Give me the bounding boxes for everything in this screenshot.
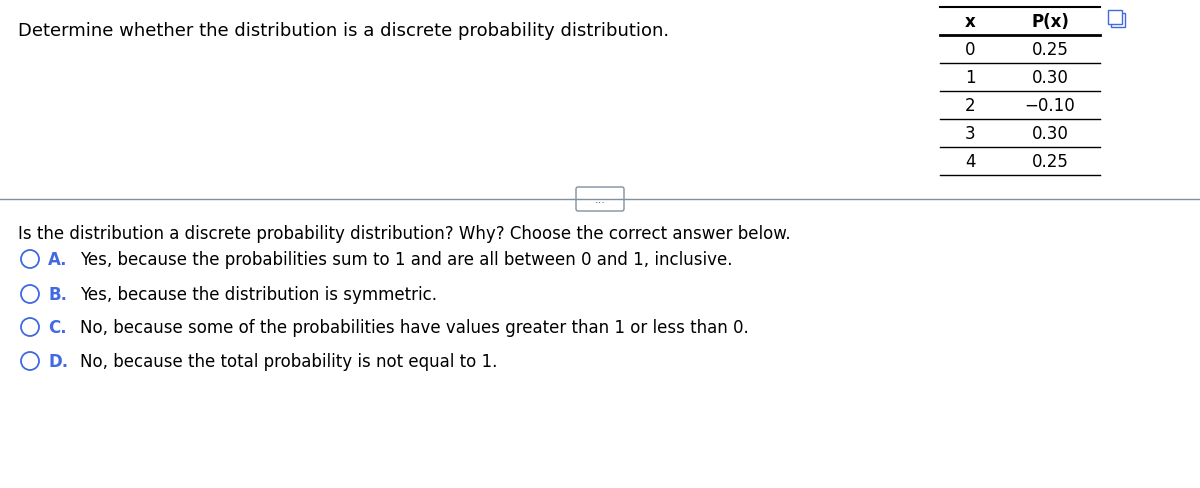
Text: ...: ...: [594, 195, 606, 204]
Text: 3: 3: [965, 125, 976, 142]
Text: 0.25: 0.25: [1032, 41, 1068, 59]
Text: 0: 0: [965, 41, 976, 59]
Text: Determine whether the distribution is a discrete probability distribution.: Determine whether the distribution is a …: [18, 22, 670, 40]
FancyBboxPatch shape: [1111, 14, 1126, 28]
Text: x: x: [965, 13, 976, 31]
Circle shape: [22, 318, 38, 336]
Text: Yes, because the distribution is symmetric.: Yes, because the distribution is symmetr…: [80, 285, 437, 304]
Text: 0.30: 0.30: [1032, 69, 1068, 87]
Text: 0.25: 0.25: [1032, 153, 1068, 171]
Text: 0.30: 0.30: [1032, 125, 1068, 142]
Circle shape: [22, 352, 38, 370]
Text: 2: 2: [965, 97, 976, 115]
Text: No, because the total probability is not equal to 1.: No, because the total probability is not…: [80, 352, 497, 370]
Text: 1: 1: [965, 69, 976, 87]
Circle shape: [22, 285, 38, 304]
FancyBboxPatch shape: [1108, 11, 1122, 25]
Text: D.: D.: [48, 352, 68, 370]
Text: A.: A.: [48, 250, 67, 268]
Text: −0.10: −0.10: [1025, 97, 1075, 115]
Text: Is the distribution a discrete probability distribution? Why? Choose the correct: Is the distribution a discrete probabili…: [18, 224, 791, 243]
Text: 4: 4: [965, 153, 976, 171]
Text: No, because some of the probabilities have values greater than 1 or less than 0.: No, because some of the probabilities ha…: [80, 318, 749, 336]
Text: C.: C.: [48, 318, 67, 336]
Text: Yes, because the probabilities sum to 1 and are all between 0 and 1, inclusive.: Yes, because the probabilities sum to 1 …: [80, 250, 732, 268]
Text: B.: B.: [48, 285, 67, 304]
FancyBboxPatch shape: [576, 187, 624, 212]
Circle shape: [22, 250, 38, 268]
Text: P(x): P(x): [1031, 13, 1069, 31]
